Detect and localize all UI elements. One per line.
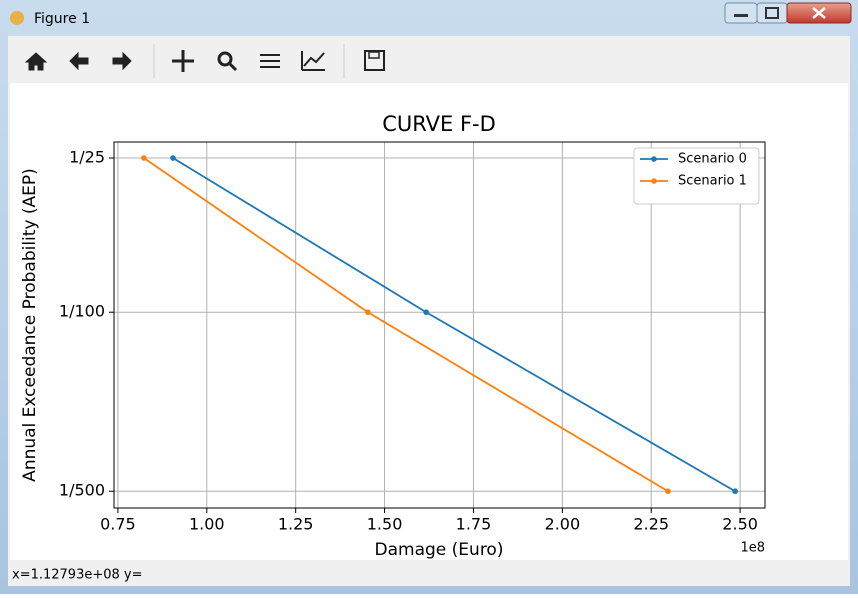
x-tick-label: 2.00	[545, 515, 581, 534]
save-button[interactable]	[364, 50, 385, 71]
legend-label: Scenario 1	[678, 174, 747, 189]
data-point	[365, 309, 371, 316]
data-point	[423, 309, 429, 316]
legend-marker	[651, 178, 657, 184]
home-button[interactable]	[24, 52, 48, 71]
configure-button[interactable]	[260, 54, 280, 68]
back-button[interactable]	[69, 51, 89, 71]
minimize-button[interactable]	[724, 2, 758, 24]
maximize-icon	[765, 7, 779, 19]
zoom-button[interactable]	[217, 51, 233, 67]
toolbar	[24, 44, 385, 78]
legend-label: Scenario 0	[678, 152, 747, 167]
data-point	[732, 488, 738, 495]
data-point	[665, 488, 671, 495]
save-icon	[368, 51, 380, 59]
x-tick-label: 2.50	[722, 515, 758, 534]
x-tick-label: 1.50	[367, 515, 403, 534]
legend-box	[633, 147, 760, 205]
zoom-handle	[228, 62, 238, 72]
pan-button[interactable]	[172, 50, 194, 72]
x-axis-label: Damage (Euro)	[375, 540, 504, 560]
x-tick-label: 2.25	[633, 515, 669, 534]
data-point	[141, 155, 147, 161]
x-tick-label: 1.00	[189, 515, 225, 534]
forward-button[interactable]	[112, 51, 132, 71]
close-icon	[812, 7, 826, 19]
edit-axis-button[interactable]	[301, 51, 325, 71]
x-tick-label: 1.75	[456, 515, 492, 534]
y-axis-label: Annual Exceedance Probability (AEP)	[20, 168, 40, 482]
axes-frame	[113, 141, 766, 509]
x-offset-label: 1e8	[740, 541, 765, 556]
chart-title: CURVE F-D	[382, 112, 496, 136]
maximize-button[interactable]	[756, 2, 788, 24]
x-tick-label: 0.75	[100, 515, 136, 534]
y-tick-label: 1/100	[59, 302, 105, 321]
app-icon	[10, 11, 24, 25]
legend-marker	[651, 156, 657, 162]
x-tick-label: 1.25	[278, 515, 314, 534]
status-text: x=1.12793e+08 y=	[12, 568, 143, 583]
plot-layer: 0.75 1.00 1.25 1.50 1.75 2.00 2.25 2.50 1/25 1/10…	[59, 141, 766, 534]
y-tick-label: 1/500	[59, 481, 105, 500]
minimize-icon	[734, 14, 748, 17]
window-title: Figure 1	[34, 11, 90, 27]
y-tick-label: 1/25	[69, 148, 105, 167]
data-point	[170, 155, 176, 161]
